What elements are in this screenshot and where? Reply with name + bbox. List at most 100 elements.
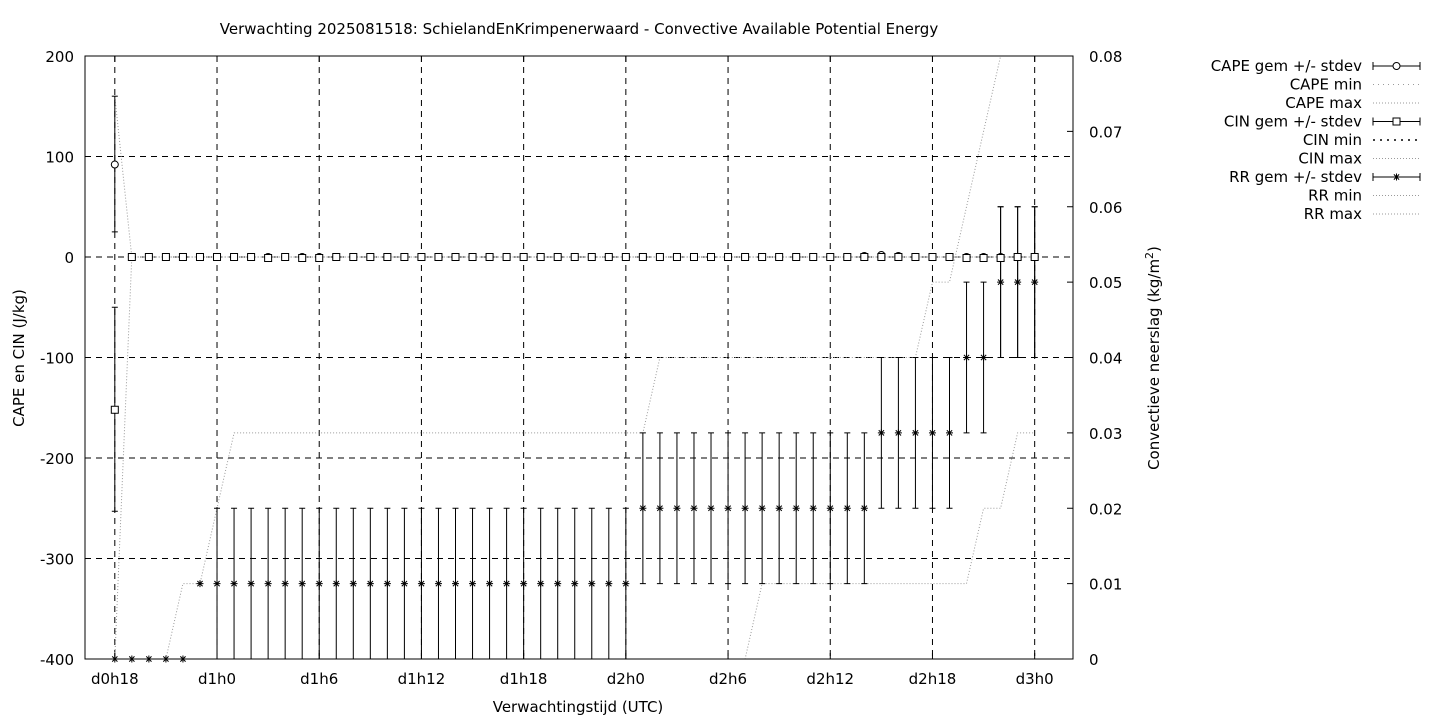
y2-axis-title-main: Convectieve neerslag (kg/m	[1145, 259, 1163, 470]
rr-marker	[707, 504, 715, 512]
cin-marker	[570, 253, 579, 261]
rr-marker	[673, 504, 681, 512]
cin-marker	[315, 254, 324, 263]
legend-label: RR min	[1308, 187, 1362, 205]
legend-label: CIN max	[1298, 150, 1362, 168]
y2-axis-ticks: 0.08 0.07 0.06 0.05 0.04 0.03 0.02 0.01 0	[1067, 48, 1122, 669]
cin-marker	[451, 253, 460, 261]
rr-marker	[741, 504, 749, 512]
cin-marker	[144, 253, 153, 261]
rr-marker	[946, 429, 953, 437]
rr-marker	[503, 580, 511, 588]
rr-marker	[400, 580, 408, 588]
cin-marker	[877, 253, 886, 261]
cin-marker	[792, 253, 801, 261]
y-tick-label: -100	[40, 350, 74, 368]
y-axis-ticks: 200 100 0 -100 -200 -300 -400	[40, 48, 91, 669]
rr-marker	[656, 504, 664, 512]
cin-marker	[826, 253, 835, 261]
legend-item: CIN gem +/- stdev	[1224, 113, 1421, 131]
y2-tick-label: 0	[1089, 651, 1099, 669]
y2-tick-label: 0.05	[1089, 274, 1122, 292]
rr-marker	[809, 504, 817, 512]
rr-marker	[213, 580, 221, 588]
y2-tick-label: 0.01	[1089, 576, 1122, 594]
cin-marker	[689, 253, 698, 261]
rr-marker	[520, 580, 528, 588]
cin-marker	[758, 253, 767, 261]
legend-label: CAPE max	[1285, 94, 1362, 112]
rr-marker	[264, 580, 272, 588]
grid-lines	[85, 56, 1073, 659]
rr-marker	[315, 580, 323, 588]
rr-marker	[860, 504, 868, 512]
rr-marker	[469, 580, 477, 588]
rr-marker	[1014, 278, 1022, 286]
rr-marker	[826, 504, 834, 512]
cin-marker	[928, 253, 937, 261]
y-axis-title: CAPE en CIN (J/kg)	[10, 289, 28, 427]
cin-marker	[775, 253, 784, 261]
rr-marker	[894, 429, 902, 437]
y-tick-label: 100	[45, 149, 74, 167]
rr-marker	[486, 580, 494, 588]
series-markers	[110, 160, 1039, 663]
legend-item: CIN min	[1303, 131, 1420, 149]
cin-marker	[230, 253, 239, 261]
x-tick-label: d2h0	[607, 670, 645, 688]
cin-marker	[468, 253, 477, 261]
legend-marker	[1392, 62, 1401, 70]
cin-marker	[894, 253, 903, 261]
cin-marker	[860, 253, 869, 261]
cin-marker	[741, 253, 750, 261]
rr-marker	[247, 580, 255, 588]
cin-marker	[911, 253, 920, 261]
rr-marker	[775, 504, 783, 512]
rr-marker	[230, 580, 238, 588]
legend-item: RR min	[1308, 187, 1420, 205]
rr-marker	[980, 354, 988, 361]
cin-marker	[996, 254, 1005, 263]
cin-marker	[161, 253, 170, 261]
chart-title: Verwachting 2025081518: SchielandEnKrimp…	[220, 20, 939, 38]
rr-marker	[537, 580, 545, 588]
cin-marker	[962, 254, 971, 263]
y-tick-label: -300	[40, 551, 74, 569]
cape-marker	[110, 160, 119, 169]
cin-marker	[195, 253, 204, 261]
rr-marker	[928, 429, 936, 437]
x-tick-label: d1h18	[500, 670, 548, 688]
legend-label: RR max	[1304, 205, 1362, 223]
legend-item: CIN max	[1298, 150, 1420, 168]
legend-item: CAPE gem +/- stdev	[1211, 57, 1421, 75]
x-tick-label: d1h0	[198, 670, 236, 688]
legend-label: CAPE min	[1290, 76, 1362, 94]
cin-marker	[843, 253, 852, 261]
cin-marker	[485, 253, 494, 261]
cin-marker	[400, 253, 409, 261]
legend-label: CAPE gem +/- stdev	[1211, 57, 1362, 75]
cin-marker	[707, 253, 716, 261]
rr-marker	[792, 504, 800, 512]
cin-marker	[110, 405, 119, 414]
rr-marker	[366, 580, 374, 588]
cin-marker	[536, 253, 545, 261]
legend-label: CIN gem +/- stdev	[1224, 113, 1362, 131]
cin-marker	[417, 253, 426, 261]
x-tick-label: d1h12	[398, 670, 446, 688]
x-tick-label: d0h18	[91, 670, 139, 688]
cin-marker	[655, 253, 664, 261]
cin-marker	[979, 254, 988, 263]
x-tick-label: d2h6	[709, 670, 747, 688]
y2-axis-title: Convectieve neerslag (kg/m2)	[1143, 246, 1163, 470]
x-tick-label: d2h12	[806, 670, 854, 688]
y-tick-label: -200	[40, 450, 74, 468]
y2-tick-label: 0.02	[1089, 500, 1122, 518]
cin-marker	[945, 253, 954, 261]
cin-marker	[519, 253, 528, 261]
legend-item: CAPE min	[1290, 76, 1420, 94]
cin-marker	[724, 253, 733, 261]
y-tick-label: -400	[40, 651, 74, 669]
legend-item: RR max	[1304, 205, 1420, 223]
y2-tick-label: 0.07	[1089, 123, 1122, 141]
